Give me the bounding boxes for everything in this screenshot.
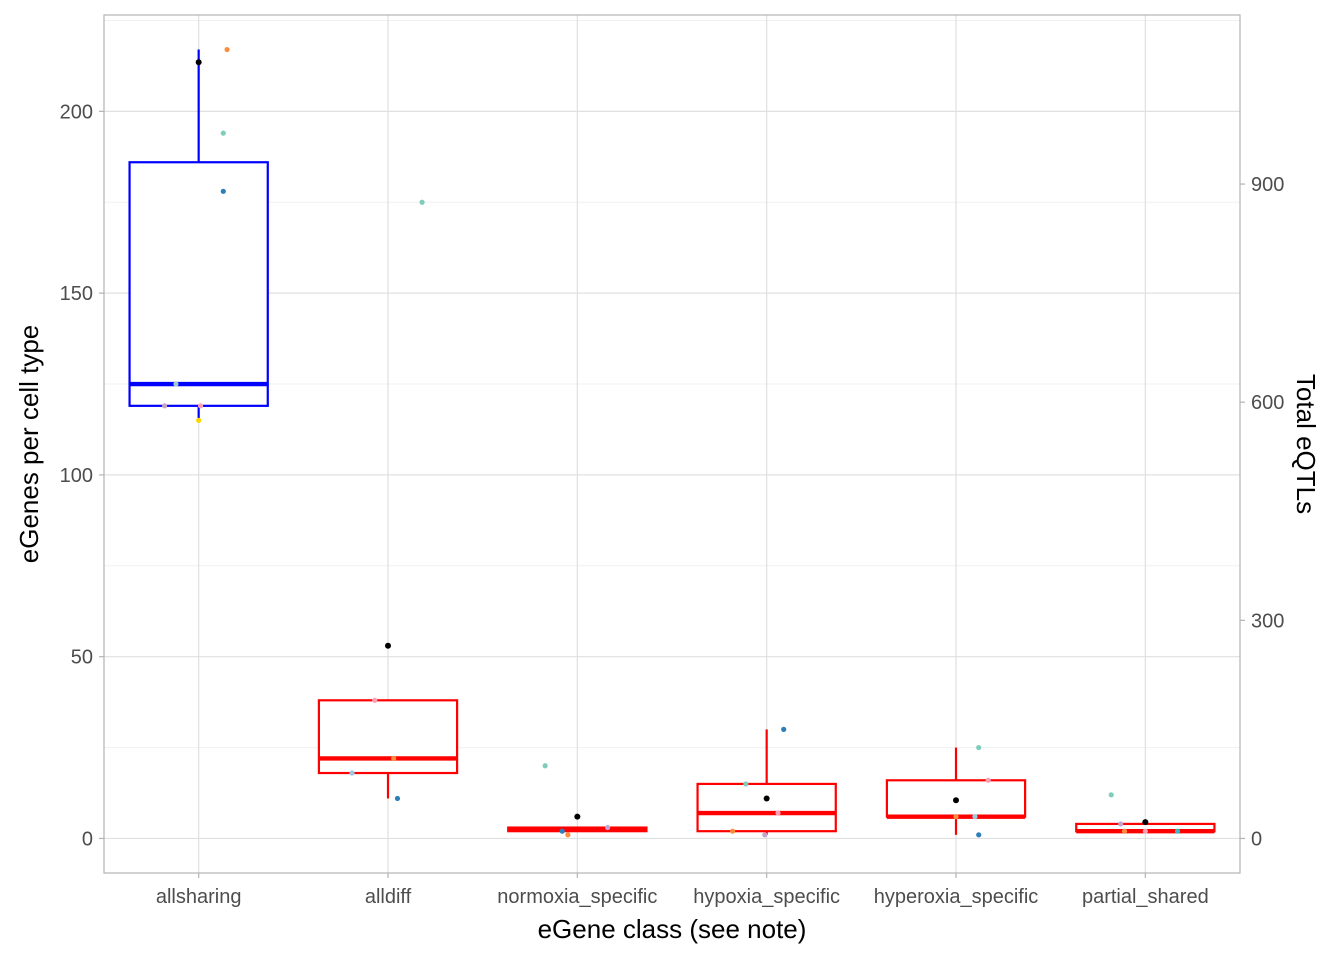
data-point (224, 46, 230, 53)
data-point (565, 832, 571, 838)
data-point (542, 763, 548, 769)
box-layer (128, 49, 1216, 835)
tick-layer: 0 50 100 150 200 0 300 600 900 allsharing alldiff n… (60, 101, 1285, 908)
data-point (781, 726, 787, 732)
data-point (1108, 792, 1114, 798)
data-point (574, 813, 581, 820)
data-point (391, 755, 397, 762)
box-body (317, 699, 459, 775)
data-point (729, 828, 736, 834)
data-point (775, 810, 781, 816)
y-tick-label: 200 (60, 101, 93, 123)
data-point (1121, 828, 1128, 834)
x-tick-label: hyperoxia_specific (874, 886, 1039, 908)
data-point (559, 828, 565, 834)
plot-background (104, 15, 1240, 873)
data-point (372, 697, 378, 703)
x-tick-label: allsharing (156, 886, 242, 908)
box-alldiff (317, 699, 459, 799)
data-point (972, 814, 978, 820)
data-point (1118, 821, 1124, 827)
data-point (394, 795, 401, 802)
data-point (976, 832, 982, 838)
plot-panel-border (103, 14, 1241, 874)
data-point (605, 824, 611, 831)
box-body (696, 782, 837, 833)
y-tick-label: 50 (71, 647, 93, 669)
x-tick-label: partial_shared (1082, 886, 1209, 908)
y2-tick-label: 900 (1251, 174, 1284, 196)
y2-tick-label: 0 (1251, 828, 1262, 850)
data-point (220, 188, 226, 194)
data-point (1142, 819, 1149, 826)
y2-tick-label: 600 (1251, 392, 1284, 414)
x-tick-label: alldiff (365, 886, 412, 908)
box-allsharing (128, 49, 269, 421)
y-axis-title: eGenes per cell type (14, 325, 44, 563)
y2-axis-title: Total eQTLs (1291, 374, 1321, 514)
data-point (197, 403, 204, 409)
y2-tick-label: 300 (1251, 610, 1284, 632)
data-point (1174, 828, 1181, 834)
box-normoxia_specific (507, 826, 648, 833)
data-point (195, 59, 202, 66)
box-hypoxia_specific (696, 729, 837, 835)
data-point (220, 130, 226, 136)
x-tick-label: hypoxia_specific (693, 886, 840, 908)
data-point (349, 770, 355, 776)
point-layer (161, 46, 1181, 838)
box-body (128, 161, 269, 407)
data-point (985, 777, 991, 783)
y-tick-label: 150 (60, 283, 93, 305)
data-point (743, 781, 749, 787)
y-tick-label: 100 (60, 465, 93, 487)
data-point (762, 832, 768, 838)
x-axis-title: eGene class (see note) (538, 914, 807, 944)
data-point (763, 795, 770, 802)
data-point (161, 403, 168, 409)
data-point (976, 744, 982, 751)
y-tick-label: 0 (82, 828, 93, 850)
data-point (385, 642, 391, 649)
data-point (953, 814, 959, 820)
x-tick-label: normoxia_specific (497, 886, 657, 908)
data-point (419, 199, 425, 205)
data-point (196, 417, 202, 423)
data-point (173, 381, 179, 387)
data-point (953, 797, 959, 804)
data-point (1142, 828, 1148, 834)
